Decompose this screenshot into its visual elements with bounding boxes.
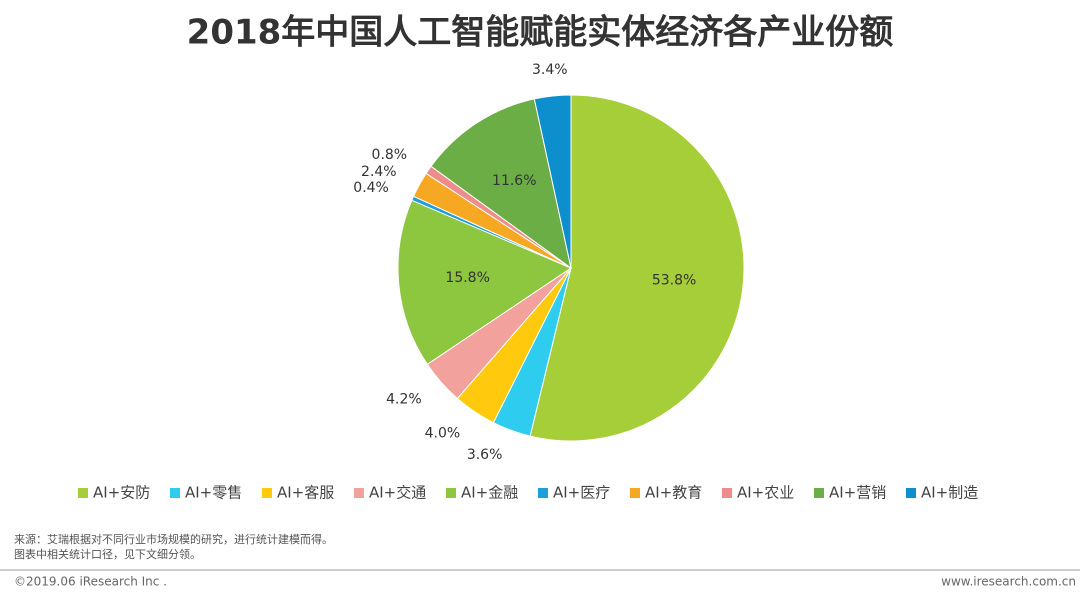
legend-label: AI+营销 [829, 484, 886, 502]
data-label: 0.8% [372, 147, 408, 163]
legend-swatch [722, 488, 732, 498]
data-label: 3.6% [467, 447, 503, 463]
legend-swatch [538, 488, 548, 498]
data-label: 11.6% [492, 173, 536, 189]
legend-swatch [354, 488, 364, 498]
data-label: 3.4% [532, 62, 568, 78]
legend-label: AI+医疗 [553, 484, 610, 502]
data-label: 4.0% [425, 425, 461, 441]
legend-swatch [630, 488, 640, 498]
legend-swatch [262, 488, 272, 498]
pie-slice [397, 199, 573, 366]
legend-label: AI+客服 [277, 484, 334, 502]
legend-label: AI+金融 [461, 484, 518, 502]
source-note: 来源：艾瑞根据对不同行业市场规模的研究，进行统计建模而得。 [14, 532, 333, 546]
legend-swatch [446, 488, 456, 498]
footer-url: www.iresearch.com.cn [941, 575, 1076, 589]
chart-title: 2018年中国人工智能赋能实体经济各产业份额 [187, 13, 894, 53]
legend-label: AI+安防 [93, 484, 150, 502]
legend-label: AI+教育 [645, 484, 702, 502]
data-label: 53.8% [652, 272, 696, 288]
data-label: 4.2% [386, 392, 422, 408]
data-label: 15.8% [445, 270, 489, 286]
legend-label: AI+制造 [921, 484, 978, 502]
legend-swatch [906, 488, 916, 498]
legend-label: AI+农业 [737, 484, 794, 502]
legend-label: AI+零售 [185, 484, 242, 502]
legend-label: AI+交通 [369, 484, 426, 502]
legend-swatch [78, 488, 88, 498]
footer-copyright: ©2019.06 iResearch Inc . [14, 575, 167, 589]
source-note: 图表中相关统计口径，见下文细分领。 [14, 547, 201, 561]
legend-swatch [814, 488, 824, 498]
pie-slice [430, 98, 572, 270]
data-label: 0.4% [353, 180, 389, 196]
pie-slice [529, 94, 745, 442]
data-label: 2.4% [361, 164, 397, 180]
legend-swatch [170, 488, 180, 498]
pie-slice [533, 94, 572, 269]
